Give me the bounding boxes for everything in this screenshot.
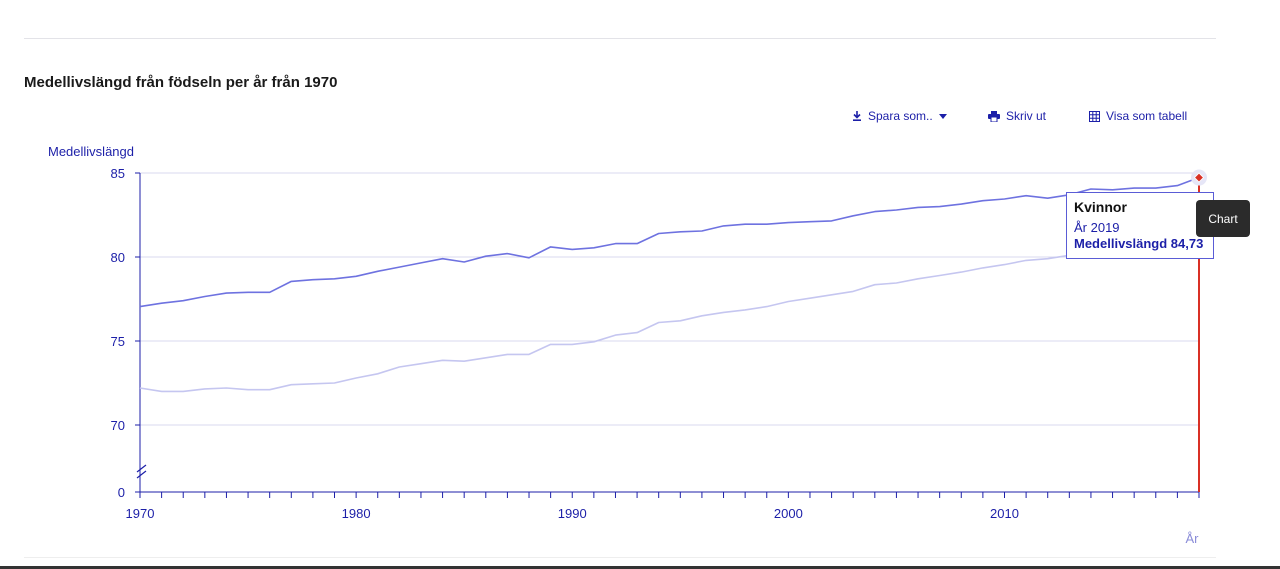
y-tick-label-75: 75	[111, 334, 125, 349]
print-button[interactable]: Skriv ut	[988, 106, 1046, 126]
tooltip-series-name: Kvinnor	[1074, 199, 1127, 215]
download-icon	[853, 111, 861, 121]
save-as-label: Spara som..	[868, 109, 933, 123]
chart-tooltip: Kvinnor År 2019 Medellivslängd 84,73	[1066, 192, 1214, 259]
x-axis-label: År	[1186, 531, 1200, 546]
x-tick-label-2010: 2010	[990, 506, 1019, 521]
x-tick-label-1990: 1990	[558, 506, 587, 521]
y-axis-label: Medellivslängd	[48, 144, 134, 159]
top-divider	[24, 38, 1216, 39]
caret-down-icon	[938, 113, 947, 119]
chart-tooltip-chip: Chart	[1196, 200, 1250, 237]
y-tick-label-85: 85	[111, 166, 125, 181]
print-label: Skriv ut	[1006, 109, 1047, 123]
bottom-edge	[0, 566, 1280, 569]
tooltip-value: Medellivslängd 84,73	[1074, 236, 1204, 251]
x-tick-label-1970: 1970	[126, 506, 155, 521]
show-as-table-button[interactable]: Visa som tabell	[1089, 106, 1187, 126]
chart-title: Medellivslängd från födseln per år från …	[24, 74, 338, 91]
bottom-divider	[24, 557, 1216, 558]
axis-break-mark-0	[136, 470, 147, 479]
save-as-button[interactable]: Spara som..	[852, 106, 953, 126]
y-tick-label-70: 70	[111, 418, 125, 433]
table-grid-icon	[1089, 110, 1100, 122]
printer-icon	[988, 110, 1000, 122]
series-line-series-2	[139, 236, 1200, 393]
tooltip-year: År 2019	[1074, 220, 1120, 235]
highlight-marker	[1193, 172, 1205, 183]
x-tick-label-1980: 1980	[342, 506, 371, 521]
x-tick-label-2000: 2000	[774, 506, 803, 521]
series-line-kvinnor	[139, 176, 1200, 308]
y-tick-label-0: 0	[118, 485, 125, 500]
y-tick-label-80: 80	[111, 250, 125, 265]
axis-break-mark-1	[136, 464, 147, 473]
show-as-table-label: Visa som tabell	[1106, 109, 1188, 123]
